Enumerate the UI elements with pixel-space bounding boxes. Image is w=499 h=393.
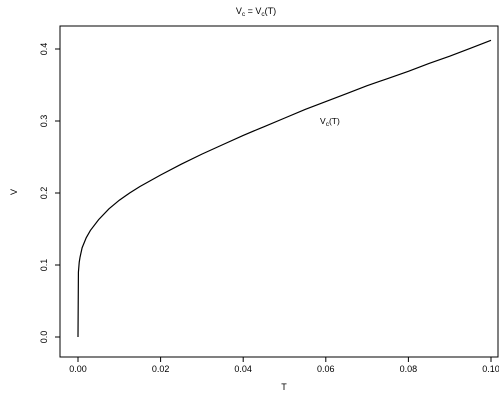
x-tick-label: 0.06	[317, 364, 335, 374]
x-axis-ticks: 0.00 0.02 0.04 0.06 0.08 0.10	[69, 357, 499, 374]
x-tick-label: 0.08	[400, 364, 418, 374]
annotation-main: V	[320, 116, 326, 126]
title-main: V	[236, 6, 242, 16]
chart-title: Vc = Vc(T)	[236, 6, 276, 18]
title-sub: c	[242, 11, 246, 18]
annotation-sub: c	[326, 121, 330, 128]
y-tick-label: 0.2	[39, 187, 49, 200]
title-mid: = V	[245, 6, 261, 16]
x-tick-label: 0.02	[152, 364, 170, 374]
x-axis-label: T	[281, 382, 287, 392]
y-tick-label: 0.0	[39, 331, 49, 344]
title-tail: (T)	[265, 6, 277, 16]
x-tick-label: 0.00	[69, 364, 87, 374]
title-sub2: c	[261, 11, 265, 18]
curve-annotation: Vc(T)	[320, 116, 340, 128]
x-tick-label: 0.10	[482, 364, 499, 374]
y-tick-label: 0.4	[39, 43, 49, 56]
y-axis-ticks: 0.0 0.1 0.2 0.3 0.4	[39, 43, 60, 344]
annotation-tail: (T)	[329, 116, 340, 126]
plot-frame	[59, 25, 499, 358]
series-line-vc	[77, 39, 492, 338]
x-tick-label: 0.04	[234, 364, 252, 374]
y-tick-label: 0.1	[39, 259, 49, 272]
y-axis-label: V	[9, 189, 19, 195]
y-tick-label: 0.3	[39, 115, 49, 128]
